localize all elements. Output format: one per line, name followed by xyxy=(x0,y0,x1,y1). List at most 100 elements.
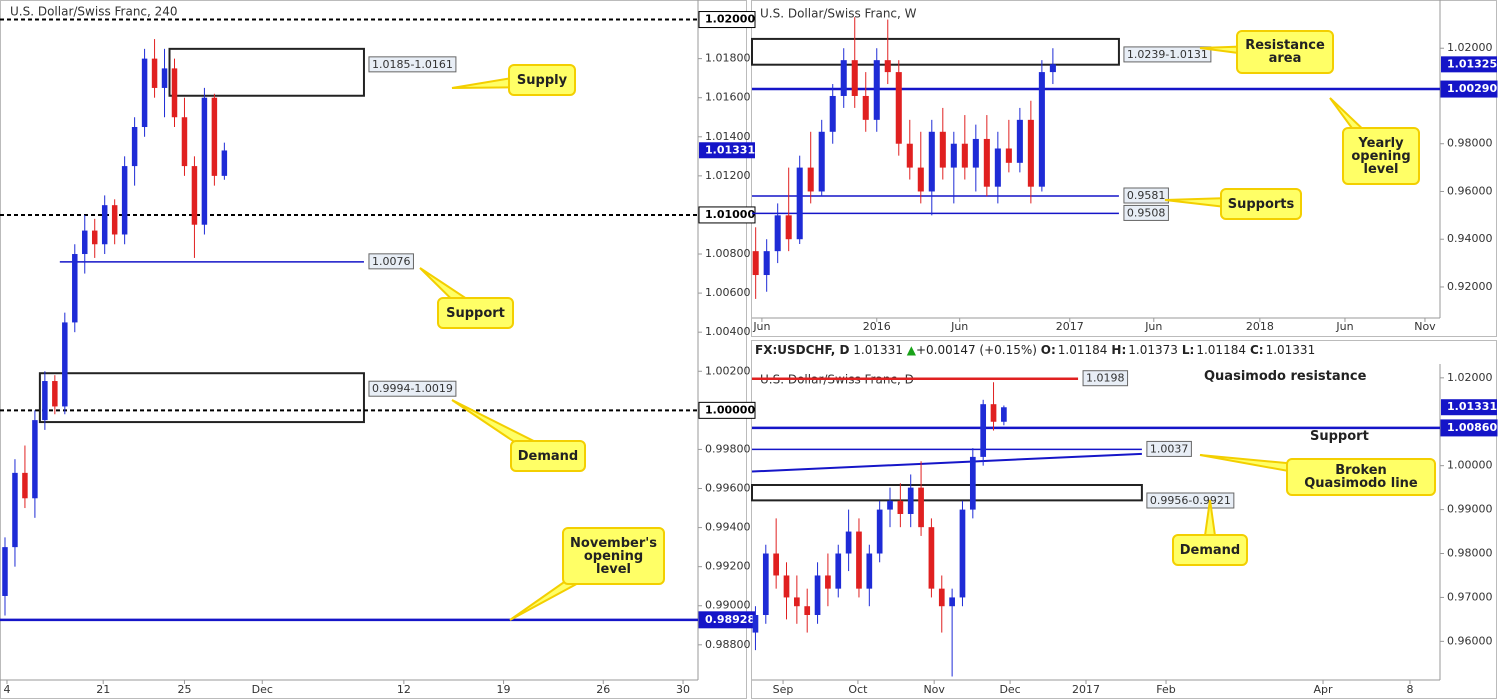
candle-body xyxy=(221,150,228,176)
candle-body xyxy=(171,68,178,118)
x-tick-label: 2017 xyxy=(1056,320,1084,333)
candle-body xyxy=(994,148,1001,187)
candle-body xyxy=(161,68,168,88)
candle-body xyxy=(845,531,852,554)
candle-body xyxy=(959,509,966,598)
callout: Support xyxy=(437,297,514,329)
level-tag: 1.0076 xyxy=(372,255,411,268)
change: +0.00147 (+0.15%) xyxy=(915,343,1037,357)
candle-body xyxy=(151,58,158,88)
candle-body xyxy=(873,60,880,120)
candle-body xyxy=(91,230,98,245)
y-tick-label: 0.92000 xyxy=(1447,280,1493,293)
candle-body xyxy=(121,166,128,235)
ohlc-value: 1.01184 xyxy=(1057,343,1108,357)
candle-body xyxy=(918,487,924,528)
level-tag: 1.0198 xyxy=(1086,372,1125,385)
candle-body xyxy=(1027,119,1034,187)
candle-body xyxy=(141,58,148,128)
last-price-box xyxy=(1441,399,1497,416)
candle-body xyxy=(763,251,770,276)
axis-label: 1.00000 xyxy=(705,403,755,416)
candle-body xyxy=(2,547,8,596)
x-tick-label: 2016 xyxy=(863,320,891,333)
zone xyxy=(168,47,365,97)
axis-label: 1.01000 xyxy=(705,208,755,221)
x-tick-label: Jun xyxy=(950,320,968,333)
candle-body xyxy=(950,143,957,168)
ohlc-value: 1.01331 xyxy=(1265,343,1316,357)
candle-body xyxy=(907,487,914,514)
zone-label: 0.9956-0.9921 xyxy=(1150,494,1231,507)
y-tick-label: 0.99400 xyxy=(705,521,751,534)
chart-title: U.S. Dollar/Swiss Franc, W xyxy=(760,7,917,21)
candle-body xyxy=(1016,119,1023,163)
panel-border xyxy=(751,0,1497,337)
symbol: FX:USDCHF, D xyxy=(755,343,850,357)
candle-body xyxy=(1001,407,1007,422)
x-tick-label: Feb xyxy=(1156,683,1175,696)
level-tag: 1.0037 xyxy=(1150,442,1189,455)
candle-body xyxy=(42,381,48,421)
y-tick-label: 1.01800 xyxy=(705,52,751,65)
axis-label: 1.00860 xyxy=(1447,421,1497,434)
axis-label: 0.98928 xyxy=(705,613,755,626)
axis-label-box xyxy=(1440,419,1498,437)
callout: Supply xyxy=(508,64,576,96)
candle-body xyxy=(887,500,893,510)
candle-body xyxy=(804,606,811,615)
candle-body xyxy=(131,127,138,167)
candle-body xyxy=(191,166,198,225)
zone-label-box xyxy=(368,56,457,73)
candle-body xyxy=(818,131,825,192)
candle-body xyxy=(829,95,836,132)
candle-body xyxy=(980,404,987,457)
candle-body xyxy=(835,553,842,589)
candle-body xyxy=(876,509,883,554)
x-tick-label: Jun xyxy=(1144,320,1162,333)
level-tag-box xyxy=(1123,187,1169,204)
candle-body xyxy=(928,527,935,589)
y-tick-label: 1.00400 xyxy=(705,325,751,338)
candle-body xyxy=(752,251,759,276)
x-tick-label: Jun xyxy=(1335,320,1353,333)
candle-body xyxy=(990,404,997,422)
zone-label: 1.0239-1.0131 xyxy=(1127,48,1208,61)
x-tick-label: 4 xyxy=(3,683,10,696)
y-tick-label: 1.00000 xyxy=(1447,459,1493,472)
candle-body xyxy=(969,456,976,510)
y-tick-label: 1.01200 xyxy=(705,169,751,182)
candle-body xyxy=(856,531,862,589)
candle-body xyxy=(807,167,814,192)
candle-body xyxy=(906,143,913,168)
y-tick-label: 0.99600 xyxy=(705,482,751,495)
candle-body xyxy=(211,97,218,176)
axis-label-box xyxy=(698,206,756,224)
candle-body xyxy=(101,205,108,245)
x-tick-label: 19 xyxy=(497,683,511,696)
x-tick-label: Dec xyxy=(252,683,273,696)
y-tick-label: 1.02000 xyxy=(1447,41,1493,54)
candle-body xyxy=(752,614,759,633)
ohlc-value: 1.01184 xyxy=(1196,343,1246,357)
candle-body xyxy=(52,381,58,407)
x-tick-label: Oct xyxy=(848,683,868,696)
level-tag-box xyxy=(1123,204,1169,221)
zone-label-box xyxy=(368,380,457,397)
y-tick-label: 1.00800 xyxy=(705,247,751,260)
x-tick-label: 25 xyxy=(177,683,191,696)
x-tick-label: Dec xyxy=(999,683,1020,696)
up-arrow: ▲ xyxy=(906,343,916,357)
y-tick-label: 0.98000 xyxy=(1447,547,1493,560)
panel-border xyxy=(751,340,1497,699)
last-price-box xyxy=(699,142,755,159)
candle-body xyxy=(762,553,769,615)
zone-label: 1.0185-1.0161 xyxy=(372,58,453,71)
candle-body xyxy=(814,575,821,615)
axis-label-box xyxy=(698,11,756,29)
candle-body xyxy=(939,131,946,168)
annotation: Support xyxy=(1310,429,1369,444)
level-tag-box xyxy=(1146,440,1192,457)
last-price: 1.01331 xyxy=(853,343,903,357)
